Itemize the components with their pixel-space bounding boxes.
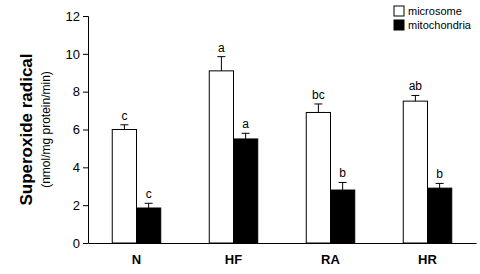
error-cap — [339, 182, 347, 183]
error-cap — [120, 124, 128, 125]
error-bar — [436, 183, 444, 188]
y-tick-mark — [83, 167, 88, 168]
bar — [403, 101, 427, 243]
error-bar — [339, 182, 347, 190]
x-tick: N — [132, 243, 141, 267]
y-tick: 12 — [66, 9, 88, 24]
error-line — [245, 133, 246, 139]
y-tick-mark — [83, 130, 88, 131]
legend: microsome mitochondria — [394, 5, 472, 31]
annotations: cabcabcabb — [121, 41, 443, 202]
series — [112, 57, 427, 243]
bar — [234, 139, 258, 243]
x-tick-label: RA — [321, 252, 340, 267]
x-axis-line — [89, 243, 477, 244]
legend-swatch — [394, 20, 404, 30]
annotation: ab — [409, 79, 423, 93]
error-line — [124, 125, 125, 130]
error-bar — [314, 104, 322, 113]
chart: cabcabcabb024681012NHFRAHRSuperoxide rad… — [0, 0, 480, 274]
marks — [112, 57, 452, 243]
annotation: a — [242, 117, 249, 131]
y-tick: 4 — [73, 160, 88, 175]
y-tick-mark — [83, 205, 88, 206]
y-title: Superoxide radical(nmol/mg protein/min) — [17, 53, 53, 205]
annotation: c — [146, 187, 152, 201]
annotation: a — [218, 41, 225, 55]
error-cap — [217, 56, 225, 57]
bar — [306, 112, 330, 243]
y-tick-label: 8 — [73, 84, 80, 99]
y-tick-mark — [83, 54, 88, 55]
error-cap — [242, 133, 250, 134]
error-line — [415, 95, 416, 101]
annotation: bc — [312, 88, 325, 102]
x-tick-label: HR — [418, 252, 437, 267]
x-tick: RA — [321, 243, 340, 267]
y-axis-line — [83, 17, 89, 244]
y-tick-mark — [83, 243, 88, 244]
y-tick: 2 — [73, 198, 88, 213]
error-line — [318, 104, 319, 113]
y-tick-label: 2 — [73, 198, 80, 213]
error-bar — [411, 95, 419, 101]
y-tick-label: 10 — [66, 46, 80, 61]
error-bar — [120, 125, 128, 130]
error-line — [342, 182, 343, 190]
error-line — [148, 203, 149, 208]
y-tick: 10 — [66, 46, 88, 61]
y-axis-title: Superoxide radical — [17, 53, 36, 205]
y-tick: 8 — [73, 84, 88, 99]
bar — [137, 208, 161, 243]
series — [137, 133, 452, 243]
y-axis-title: (nmol/mg protein/min) — [39, 71, 53, 188]
legend-item: mitochondria — [394, 19, 472, 31]
y-tick-mark — [83, 16, 88, 17]
error-line — [221, 57, 222, 71]
x-tick-label: N — [132, 252, 141, 267]
x-tick: HF — [225, 243, 242, 267]
bar — [331, 190, 355, 243]
y-tick-label: 6 — [73, 122, 80, 137]
x-axis: N HF RA HR — [89, 243, 477, 267]
error-bar — [242, 133, 250, 139]
annotation: b — [339, 166, 346, 180]
bar — [428, 188, 452, 243]
y-tick-label: 4 — [73, 160, 80, 175]
x-tick: HR — [418, 243, 437, 267]
error-bar — [217, 57, 225, 71]
annotation: b — [436, 167, 443, 181]
legend-item: microsome — [394, 5, 462, 17]
error-bar — [145, 203, 153, 208]
annotation: c — [121, 109, 127, 123]
y-axis: 0 2 4 6 8 10 12 — [66, 9, 89, 251]
legend-label: microsome — [408, 5, 462, 17]
x-tick-label: HF — [225, 252, 242, 267]
error-cap — [436, 183, 444, 184]
error-line — [439, 183, 440, 188]
plot: cabcabcabb024681012NHFRAHR — [66, 9, 477, 268]
bar — [112, 130, 136, 244]
legend-swatch — [394, 6, 404, 16]
y-tick: 6 — [73, 122, 88, 137]
bar — [209, 71, 233, 243]
legend-label: mitochondria — [408, 19, 472, 31]
error-cap — [411, 95, 419, 96]
error-cap — [145, 203, 153, 204]
y-tick: 0 — [73, 236, 88, 251]
error-cap — [314, 103, 322, 104]
y-tick-mark — [83, 92, 88, 93]
y-tick-label: 0 — [73, 236, 80, 251]
y-tick-label: 12 — [66, 9, 80, 24]
